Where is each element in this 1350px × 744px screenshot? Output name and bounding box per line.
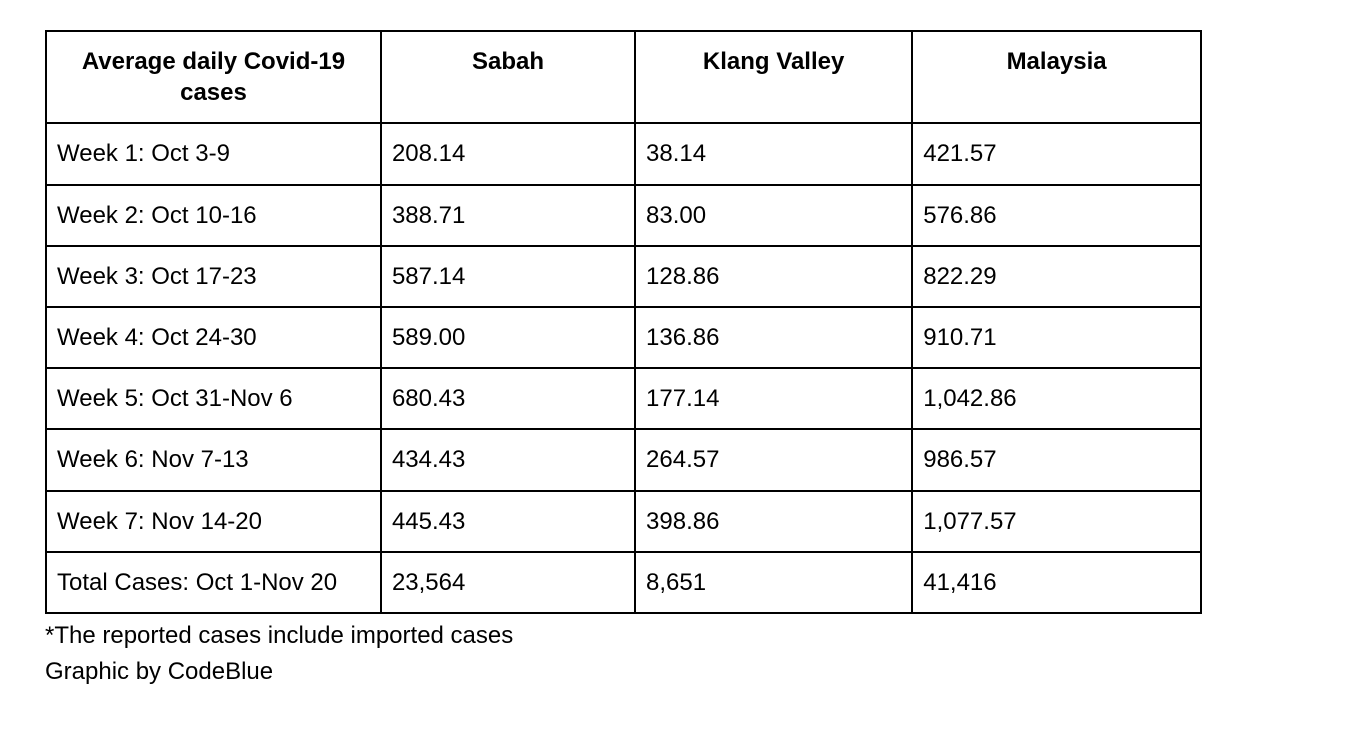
cell-malaysia: 41,416 <box>912 552 1201 613</box>
cell-period: Week 1: Oct 3-9 <box>46 123 381 184</box>
cell-period: Total Cases: Oct 1-Nov 20 <box>46 552 381 613</box>
cell-malaysia: 1,077.57 <box>912 491 1201 552</box>
cell-klang-valley: 264.57 <box>635 429 912 490</box>
footnote-credit: Graphic by CodeBlue <box>45 654 1305 690</box>
cell-malaysia: 576.86 <box>912 185 1201 246</box>
col-header-klang-valley: Klang Valley <box>635 31 912 123</box>
cell-klang-valley: 83.00 <box>635 185 912 246</box>
cell-sabah: 23,564 <box>381 552 635 613</box>
col-header-malaysia: Malaysia <box>912 31 1201 123</box>
cell-sabah: 208.14 <box>381 123 635 184</box>
cell-klang-valley: 38.14 <box>635 123 912 184</box>
table-row: Week 3: Oct 17-23 587.14 128.86 822.29 <box>46 246 1201 307</box>
cell-klang-valley: 398.86 <box>635 491 912 552</box>
cell-sabah: 388.71 <box>381 185 635 246</box>
cell-malaysia: 986.57 <box>912 429 1201 490</box>
cell-period: Week 7: Nov 14-20 <box>46 491 381 552</box>
cell-sabah: 680.43 <box>381 368 635 429</box>
footnote-imported: *The reported cases include imported cas… <box>45 618 1305 654</box>
cell-period: Week 4: Oct 24-30 <box>46 307 381 368</box>
table-row: Week 5: Oct 31-Nov 6 680.43 177.14 1,042… <box>46 368 1201 429</box>
col-header-sabah: Sabah <box>381 31 635 123</box>
cell-sabah: 587.14 <box>381 246 635 307</box>
cell-period: Week 5: Oct 31-Nov 6 <box>46 368 381 429</box>
cell-klang-valley: 136.86 <box>635 307 912 368</box>
table-row: Week 7: Nov 14-20 445.43 398.86 1,077.57 <box>46 491 1201 552</box>
cell-klang-valley: 8,651 <box>635 552 912 613</box>
cell-period: Week 2: Oct 10-16 <box>46 185 381 246</box>
footnotes: *The reported cases include imported cas… <box>45 618 1305 690</box>
cell-period: Week 3: Oct 17-23 <box>46 246 381 307</box>
cell-malaysia: 1,042.86 <box>912 368 1201 429</box>
cell-sabah: 445.43 <box>381 491 635 552</box>
cell-sabah: 589.00 <box>381 307 635 368</box>
table-row: Week 6: Nov 7-13 434.43 264.57 986.57 <box>46 429 1201 490</box>
cell-klang-valley: 177.14 <box>635 368 912 429</box>
cell-malaysia: 421.57 <box>912 123 1201 184</box>
cell-sabah: 434.43 <box>381 429 635 490</box>
cell-malaysia: 822.29 <box>912 246 1201 307</box>
cell-klang-valley: 128.86 <box>635 246 912 307</box>
table-row: Week 1: Oct 3-9 208.14 38.14 421.57 <box>46 123 1201 184</box>
table-row: Week 2: Oct 10-16 388.71 83.00 576.86 <box>46 185 1201 246</box>
cell-period: Week 6: Nov 7-13 <box>46 429 381 490</box>
table-row-total: Total Cases: Oct 1-Nov 20 23,564 8,651 4… <box>46 552 1201 613</box>
table-row: Week 4: Oct 24-30 589.00 136.86 910.71 <box>46 307 1201 368</box>
col-header-period: Average daily Covid-19 cases <box>46 31 381 123</box>
covid-cases-table: Average daily Covid-19 cases Sabah Klang… <box>45 30 1202 614</box>
table-header-row: Average daily Covid-19 cases Sabah Klang… <box>46 31 1201 123</box>
cell-malaysia: 910.71 <box>912 307 1201 368</box>
